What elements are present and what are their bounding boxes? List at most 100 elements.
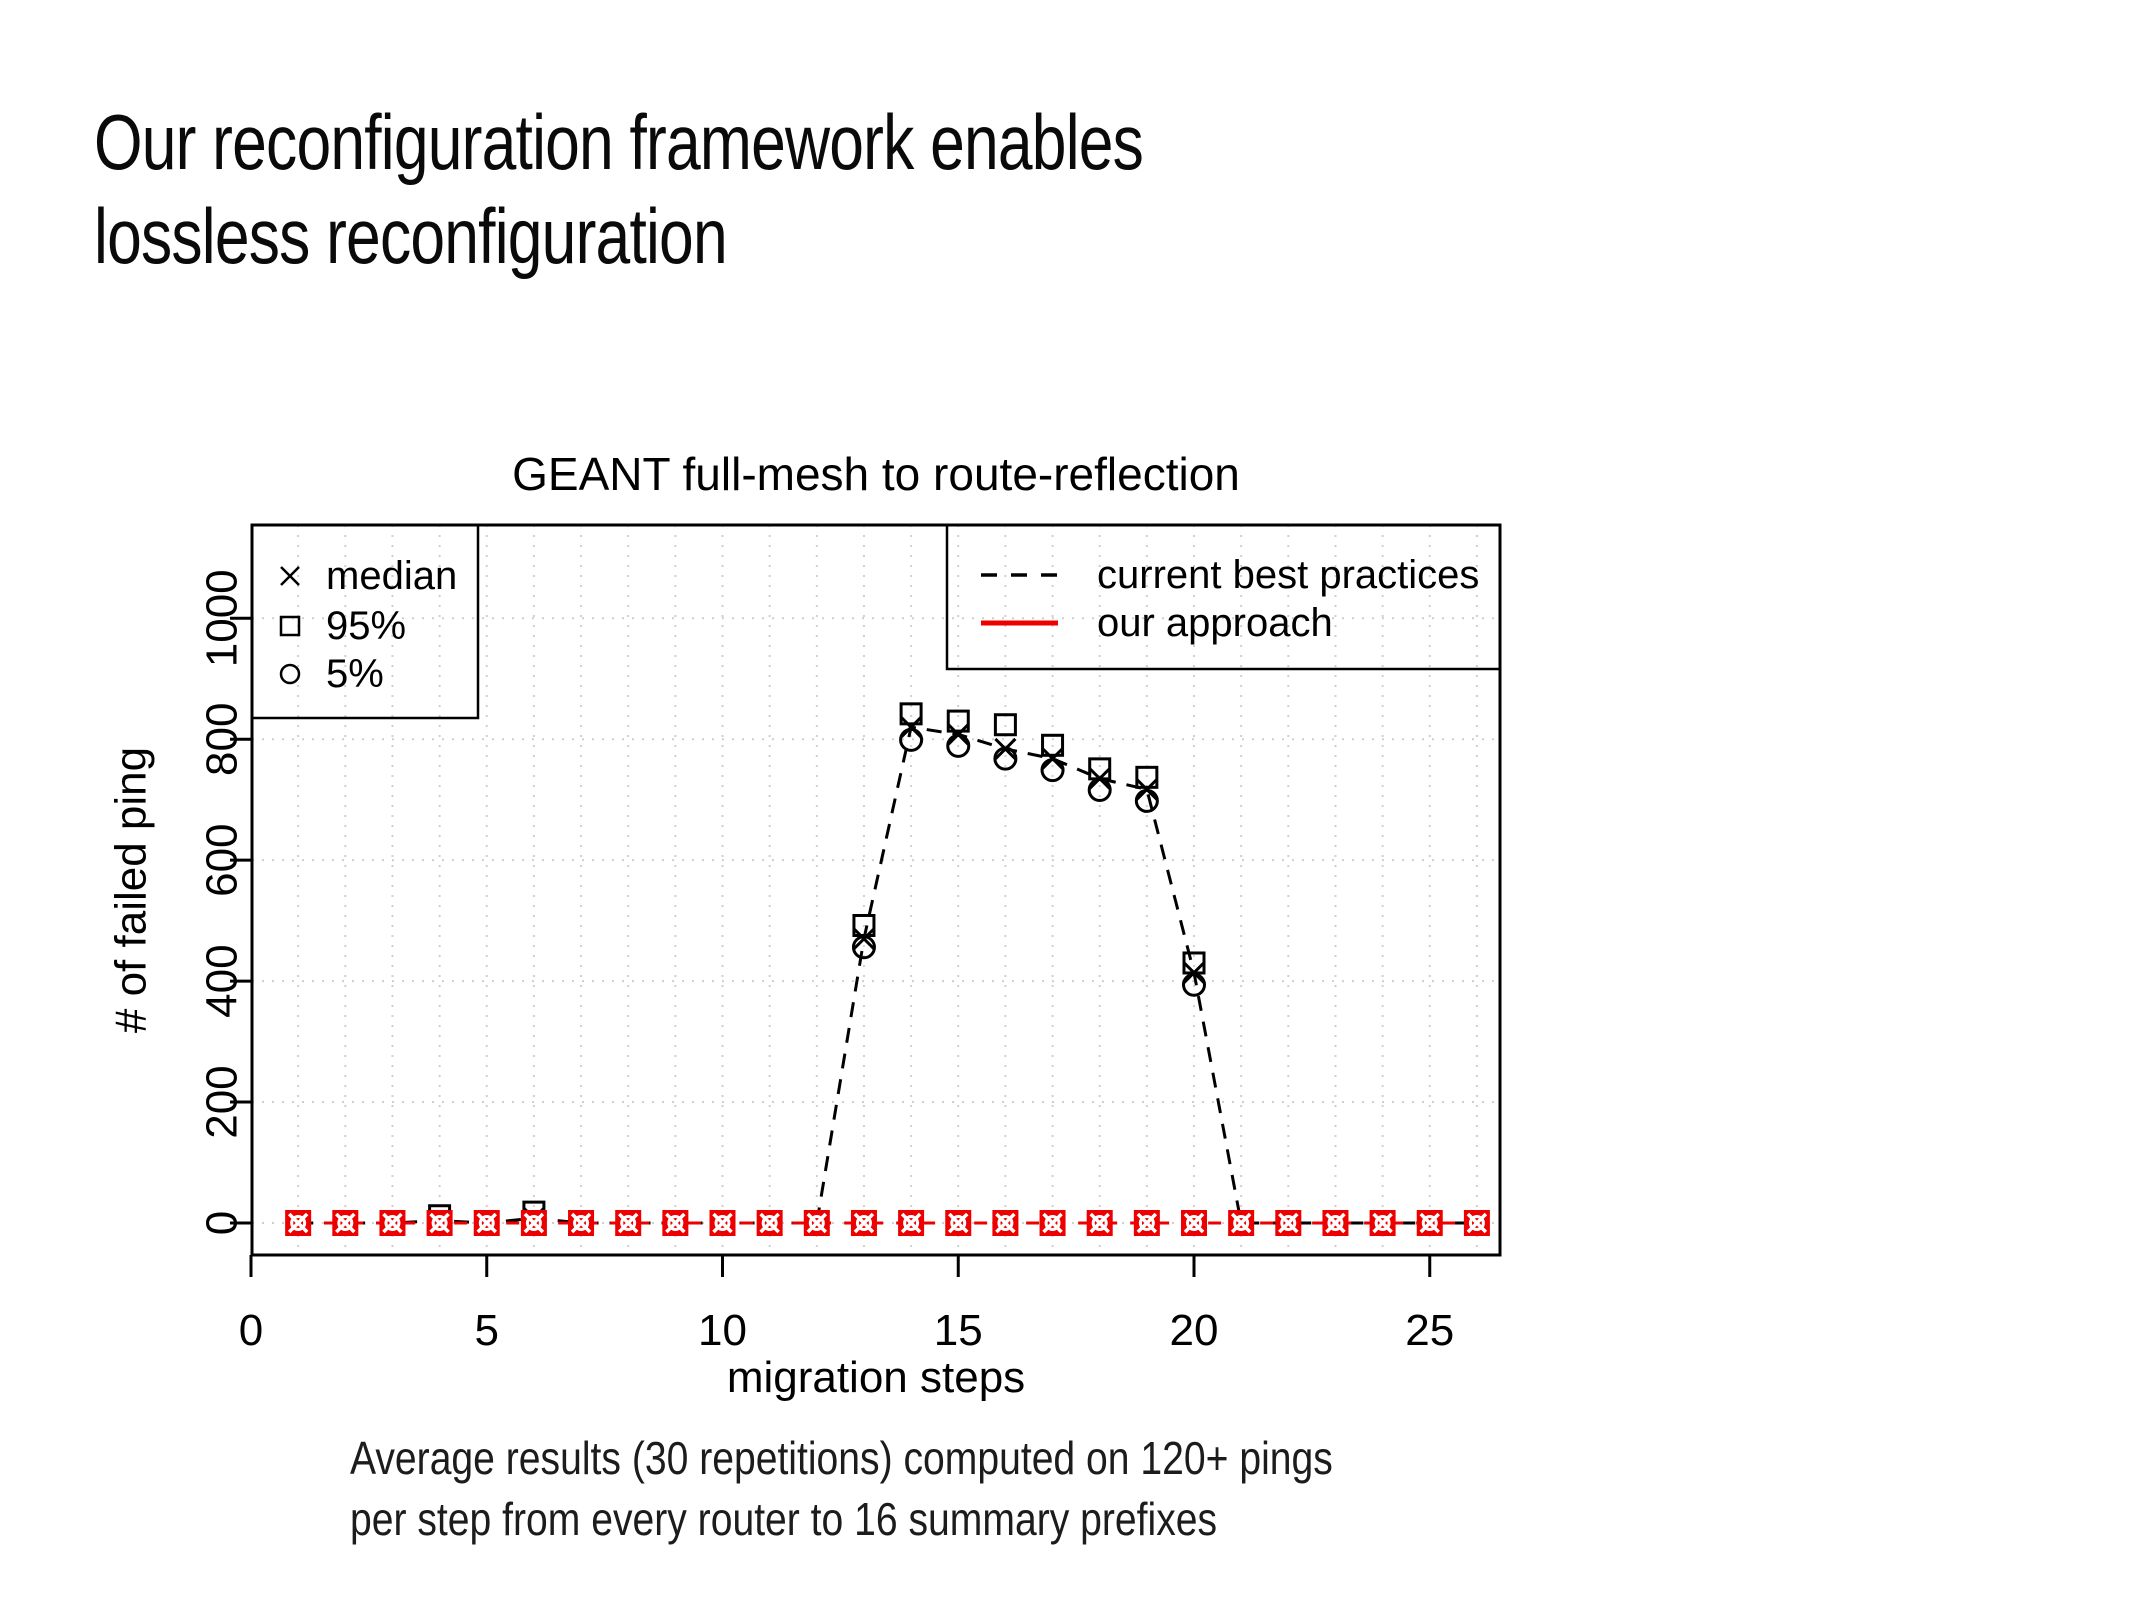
slide-caption: Average results (30 repetitions) compute…	[350, 1428, 1333, 1549]
marker-our-approach	[1322, 1210, 1349, 1236]
marker-red-circle	[903, 1215, 920, 1231]
y-tick-label: 0	[198, 1211, 247, 1235]
slide-title-line1: Our reconfiguration framework enables	[94, 98, 1144, 186]
marker-red-circle	[950, 1215, 967, 1231]
legend-markers-box	[250, 523, 480, 720]
marker-red-circle	[290, 1215, 307, 1231]
legend-square-icon	[279, 615, 301, 637]
marker-5pct	[1087, 778, 1112, 803]
slide-title: Our reconfiguration framework enables lo…	[94, 96, 1144, 283]
marker-95pct	[899, 702, 923, 726]
legend-x-icon	[280, 566, 300, 586]
marker-our-approach	[1275, 1210, 1302, 1236]
legend-marker-label: 95%	[326, 604, 406, 648]
legend-line-label: current best practices	[1097, 553, 1479, 597]
marker-red-circle	[714, 1215, 731, 1231]
marker-our-approach	[945, 1210, 972, 1236]
marker-red-circle	[1280, 1215, 1297, 1231]
marker-red-x	[1466, 1212, 1488, 1234]
marker-red-circle	[573, 1215, 590, 1231]
marker-95pct	[1041, 733, 1065, 757]
x-axis-title: migration steps	[727, 1353, 1025, 1402]
marker-red-x	[806, 1212, 828, 1234]
marker-red-circle	[1233, 1215, 1250, 1231]
marker-our-approach	[1228, 1210, 1255, 1236]
marker-red-circle	[761, 1215, 778, 1231]
marker-red-x	[476, 1212, 497, 1234]
marker-red-circle	[667, 1215, 684, 1231]
marker-median	[852, 927, 876, 950]
marker-our-approach	[803, 1210, 830, 1236]
marker-95pct	[993, 713, 1017, 737]
legend-lines-box	[945, 523, 1502, 671]
legend-marker-label: median	[326, 554, 457, 598]
marker-red-circle	[337, 1215, 354, 1231]
marker-our-approach	[285, 1210, 312, 1236]
marker-red-circle	[855, 1215, 872, 1231]
marker-red-circle	[384, 1215, 401, 1231]
marker-red-circle	[1468, 1215, 1485, 1231]
marker-red-circle	[478, 1215, 495, 1231]
marker-our-approach	[615, 1210, 642, 1236]
marker-our-approach	[709, 1210, 736, 1236]
legend-circle-icon	[279, 663, 301, 685]
marker-our-approach	[1369, 1210, 1396, 1236]
marker-red-x	[1325, 1212, 1346, 1234]
marker-red-circle	[1327, 1215, 1344, 1231]
y-tick-label: 400	[198, 944, 247, 1017]
marker-5pct	[993, 746, 1018, 771]
marker-our-approach	[1086, 1210, 1113, 1236]
marker-our-approach	[1181, 1210, 1207, 1236]
marker-our-approach	[473, 1210, 500, 1236]
marker-red-x	[1183, 1212, 1205, 1234]
y-axis-title: # of failed ping	[107, 747, 156, 1033]
marker-our-approach	[568, 1210, 595, 1236]
marker-5pct	[946, 733, 971, 758]
marker-red-x	[1230, 1212, 1252, 1234]
marker-our-approach	[379, 1210, 406, 1236]
marker-our-approach	[520, 1210, 547, 1236]
marker-5pct	[899, 727, 924, 752]
marker-red-circle	[620, 1215, 637, 1231]
legend-marker-label: 5%	[326, 652, 384, 696]
marker-red-circle	[808, 1215, 825, 1231]
marker-red-circle	[997, 1215, 1014, 1231]
marker-red-x	[570, 1212, 592, 1234]
marker-our-approach	[850, 1210, 877, 1236]
marker-red-x	[382, 1212, 403, 1234]
marker-red-x	[287, 1212, 309, 1234]
marker-red-x	[948, 1212, 969, 1234]
marker-red-x	[712, 1212, 733, 1234]
marker-our-approach	[1133, 1210, 1160, 1236]
marker-red-x	[900, 1212, 922, 1234]
y-tick-label: 1000	[198, 569, 247, 667]
marker-red-x	[995, 1212, 1016, 1234]
marker-5pct	[1040, 758, 1065, 783]
marker-our-approach	[1463, 1210, 1490, 1236]
chart-title: GEANT full-mesh to route-reflection	[512, 448, 1240, 500]
marker-red-x	[1419, 1212, 1440, 1234]
marker-our-approach	[756, 1210, 783, 1236]
marker-5pct	[1182, 972, 1206, 997]
marker-red-circle	[1044, 1215, 1061, 1231]
marker-our-approach	[426, 1210, 453, 1236]
marker-red-x	[523, 1212, 545, 1234]
marker-median	[1182, 961, 1206, 984]
marker-5pct	[1134, 788, 1159, 813]
x-tick-label: 0	[239, 1306, 263, 1355]
marker-red-x	[1089, 1212, 1110, 1234]
slide-caption-line2: per step from every router to 16 summary…	[350, 1492, 1218, 1545]
marker-our-approach	[992, 1210, 1019, 1236]
x-tick-label: 20	[1170, 1306, 1219, 1355]
legend-line-label: our approach	[1097, 601, 1333, 645]
marker-red-x	[335, 1212, 356, 1234]
marker-our-approach	[332, 1210, 359, 1236]
marker-red-x	[1136, 1212, 1158, 1234]
marker-red-x	[1372, 1212, 1393, 1234]
marker-red-circle	[1091, 1215, 1108, 1231]
marker-red-circle	[1138, 1215, 1155, 1231]
marker-red-x	[853, 1212, 875, 1234]
marker-our-approach	[662, 1210, 689, 1236]
